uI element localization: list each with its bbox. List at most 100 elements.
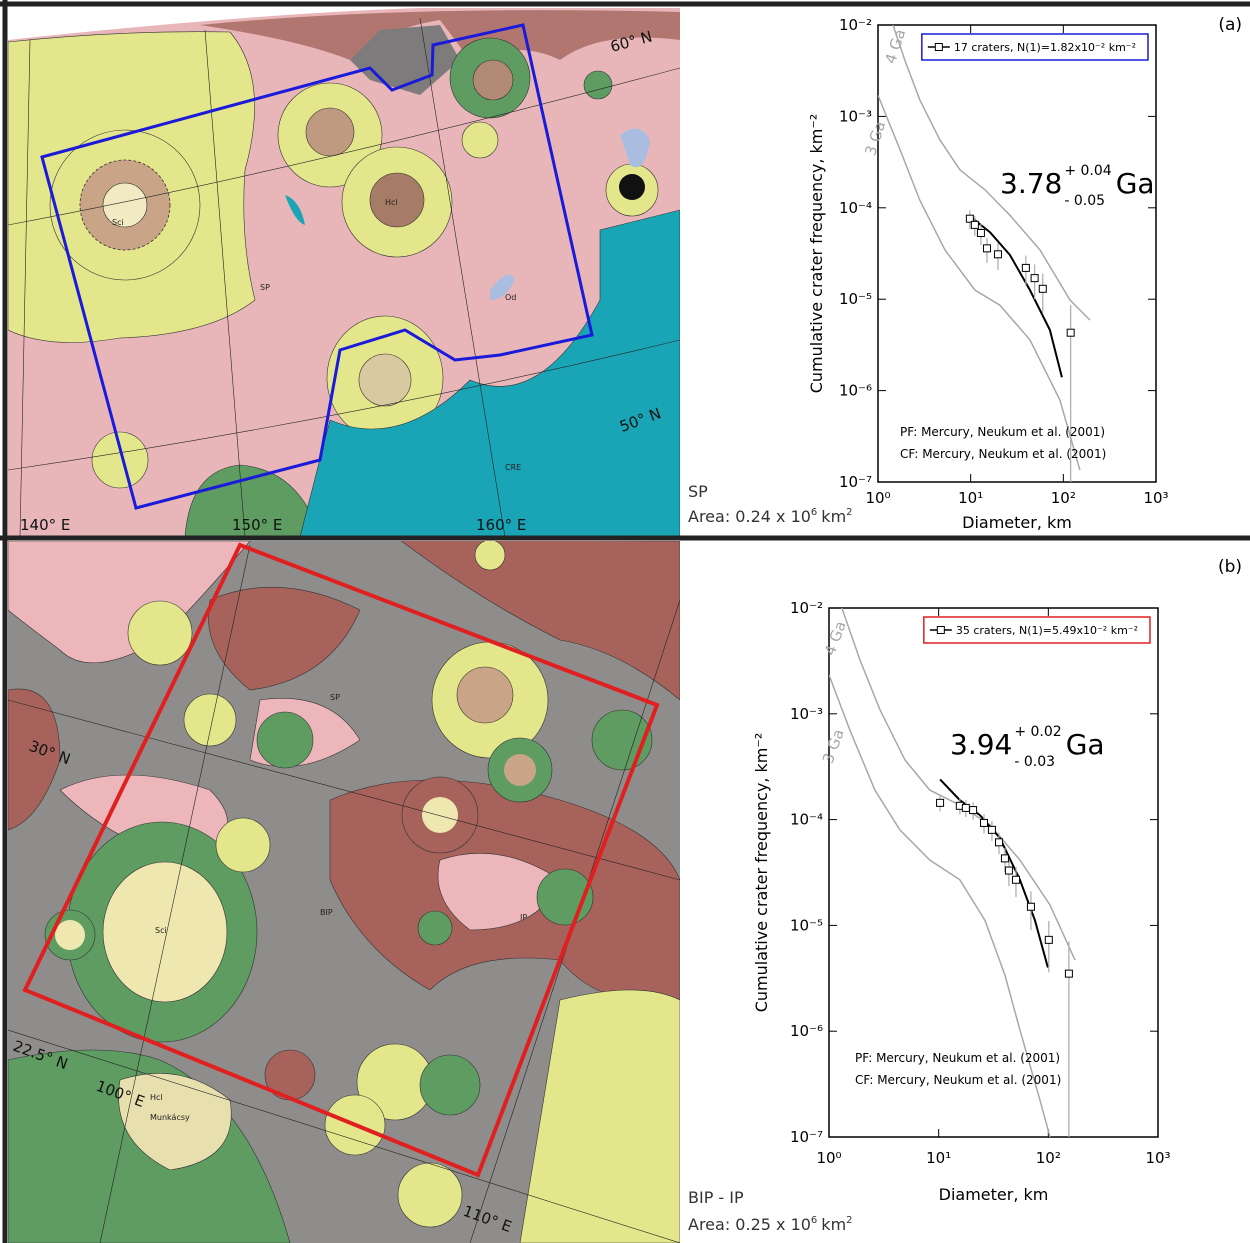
y-tick-label: 10⁻³	[839, 107, 872, 125]
data-point	[962, 804, 969, 811]
unit-label: BIP - IP	[688, 1188, 744, 1207]
map-label: Sci	[112, 218, 124, 227]
x-tick-label: 10²	[1051, 489, 1076, 507]
crater-ejecta	[584, 71, 612, 99]
y-tick-label: 10⁻⁷	[790, 1128, 823, 1146]
unit-label: SP	[688, 482, 708, 501]
crater-ejecta	[257, 712, 313, 768]
map-label: SP	[260, 283, 270, 292]
panel-label: (b)	[1218, 557, 1242, 577]
x-tick-label: 10²	[1036, 1149, 1061, 1167]
age-value: 3.78	[1000, 167, 1062, 200]
crater-floor	[504, 754, 536, 786]
data-point	[1001, 855, 1008, 862]
data-point	[1067, 329, 1074, 336]
area-exponent: 6	[811, 507, 817, 518]
data-point	[1005, 867, 1012, 874]
map-label: Hcl	[385, 198, 398, 207]
area-label: Area: 0.24 x 106 km2	[688, 507, 853, 526]
area-text: Area: 0.24 x 10	[688, 507, 811, 526]
note: PF: Mercury, Neukum et al. (2001)	[855, 1051, 1060, 1065]
map-a: 60° N 50° N 140° E 150° E 160° E SP CRE …	[8, 8, 680, 537]
y-tick-label: 10⁻²	[839, 16, 872, 34]
panel-label: (a)	[1218, 15, 1242, 35]
y-tick-label: 10⁻⁴	[790, 811, 823, 829]
crater-ejecta	[462, 122, 498, 158]
x-tick-label: 10³	[1143, 489, 1168, 507]
map-label: Sci	[155, 926, 167, 935]
legend-marker	[935, 44, 942, 51]
crater-floor	[359, 354, 411, 406]
data-point	[1027, 903, 1034, 910]
age-unit: Ga	[1066, 728, 1105, 761]
age-minus: - 0.03	[1014, 754, 1055, 770]
x-tick-label: 10¹	[958, 489, 983, 507]
page: 60° N 50° N 140° E 150° E 160° E SP CRE …	[0, 0, 1250, 1243]
y-tick-label: 10⁻⁷	[839, 473, 872, 491]
crater-ejecta	[418, 911, 452, 945]
crater-ejecta	[420, 1055, 480, 1115]
y-axis-label: Cumulative crater frequency, km⁻²	[807, 114, 826, 394]
area-unit-exponent: 2	[846, 507, 852, 518]
age-plus: + 0.04	[1064, 163, 1111, 179]
data-point	[994, 251, 1001, 258]
map-label: Munkácsy	[150, 1113, 190, 1122]
crater-ejecta	[475, 540, 505, 570]
x-tick-label: 10³	[1145, 1149, 1170, 1167]
map-label: CRE	[505, 463, 521, 472]
y-axis-label: Cumulative crater frequency, km⁻²	[752, 733, 771, 1013]
area-unit: km	[821, 1215, 846, 1234]
area-unit: km	[821, 507, 846, 526]
figure: 60° N 50° N 140° E 150° E 160° E SP CRE …	[0, 0, 1250, 1243]
area-text: Area: 0.25 x 10	[688, 1215, 811, 1234]
x-tick-label: 10⁰	[816, 1149, 841, 1167]
data-point	[988, 826, 995, 833]
data-point	[1022, 264, 1029, 271]
y-tick-label: 10⁻⁶	[790, 1022, 823, 1040]
crater-floor	[457, 667, 513, 723]
crater-floor	[55, 920, 85, 950]
data-point	[977, 230, 984, 237]
data-point	[971, 221, 978, 228]
x-tick-label: 10¹	[926, 1149, 951, 1167]
crater-floor	[306, 108, 354, 156]
data-point	[980, 819, 987, 826]
y-tick-label: 10⁻⁵	[839, 290, 872, 308]
data-point	[1031, 275, 1038, 282]
y-tick-label: 10⁻⁴	[839, 199, 872, 217]
map-label: SP	[330, 693, 340, 702]
map-label: 160° E	[476, 516, 526, 534]
map-label: Hcl	[150, 1093, 163, 1102]
age-unit: Ga	[1116, 167, 1155, 200]
legend-marker	[937, 627, 944, 634]
note: PF: Mercury, Neukum et al. (2001)	[900, 425, 1105, 439]
x-axis-label: Diameter, km	[939, 1185, 1049, 1204]
age-value: 3.94	[950, 728, 1012, 761]
crater-ejecta	[216, 818, 270, 872]
map-label: IP	[520, 913, 527, 922]
data-point	[996, 839, 1003, 846]
map-label: Od	[505, 293, 516, 302]
age-minus: - 0.05	[1064, 193, 1105, 209]
legend-label: 35 craters, N(1)=5.49x10⁻² km⁻²	[956, 624, 1138, 637]
map-b: 30° N 22.5° N 100° E 110° E BIP IP SP Sc…	[8, 540, 680, 1243]
y-tick-label: 10⁻⁵	[790, 916, 823, 934]
data-point	[970, 807, 977, 814]
data-point	[1045, 936, 1052, 943]
age-plus: + 0.02	[1014, 724, 1061, 740]
x-axis-label: Diameter, km	[962, 513, 1072, 532]
plot-frame	[878, 25, 1156, 482]
legend-label: 17 craters, N(1)=1.82x10⁻² km⁻²	[954, 41, 1136, 54]
data-point	[983, 245, 990, 252]
crater-ejecta	[92, 432, 148, 488]
map-label: 140° E	[20, 516, 70, 534]
area-exponent: 6	[811, 1215, 817, 1226]
crater-ejecta	[184, 694, 236, 746]
crater-floor	[473, 60, 513, 100]
x-tick-label: 10⁰	[865, 489, 890, 507]
note: CF: Mercury, Neukum et al. (2001)	[855, 1073, 1061, 1087]
crater-floor	[619, 174, 645, 200]
crater-ejecta	[128, 601, 192, 665]
